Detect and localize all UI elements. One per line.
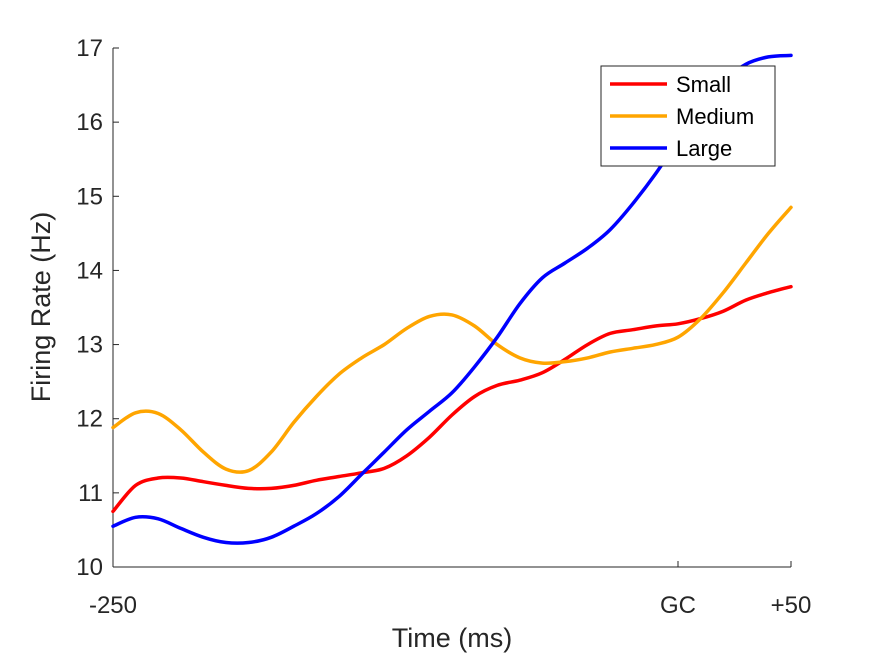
x-tick-label: GC (660, 592, 696, 619)
y-tick-label: 13 (76, 332, 103, 359)
y-axis-label: Firing Rate (Hz) (26, 212, 56, 403)
y-tick-label: 16 (76, 109, 103, 136)
legend-label-small: Small (676, 72, 731, 97)
legend: Small Medium Large (600, 65, 776, 167)
x-tick-label: +50 (771, 592, 812, 619)
y-tick-label: 14 (76, 257, 103, 284)
legend-label-medium: Medium (676, 104, 754, 129)
x-tick-label: -250 (89, 592, 137, 619)
x-axis-label: Time (ms) (392, 623, 512, 653)
y-tick-label: 12 (76, 406, 103, 433)
series-line-medium (111, 205, 793, 474)
series-line-small (111, 284, 793, 514)
legend-label-large: Large (676, 136, 732, 161)
y-tick-label: 10 (76, 554, 103, 581)
y-tick-label: 11 (78, 480, 103, 507)
y-tick-label: 17 (76, 35, 103, 62)
y-ticks: 10 11 12 13 14 15 16 17 (76, 35, 119, 581)
y-tick-label: 15 (76, 183, 103, 210)
x-ticks: -250 GC +50 (89, 561, 811, 619)
